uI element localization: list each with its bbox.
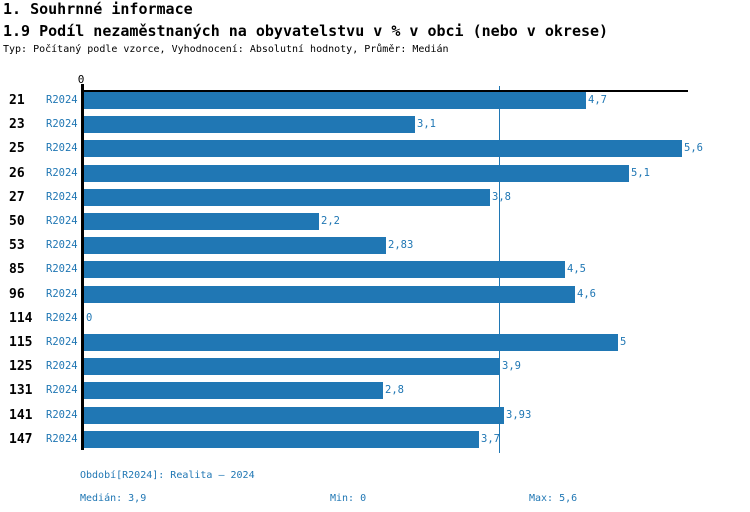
bar bbox=[84, 92, 586, 109]
bar bbox=[84, 407, 504, 424]
row-series-label: R2024 bbox=[46, 263, 78, 275]
x-axis-zero-tick-label: 0 bbox=[77, 73, 85, 86]
bar bbox=[84, 189, 490, 206]
bar bbox=[84, 286, 575, 303]
bar-value-label: 4,6 bbox=[577, 288, 596, 300]
bar bbox=[84, 140, 682, 157]
bar-value-label: 3,7 bbox=[481, 433, 500, 445]
section-title: 1. Souhrnné informace bbox=[3, 0, 193, 18]
row-series-label: R2024 bbox=[46, 288, 78, 300]
row-series-label: R2024 bbox=[46, 142, 78, 154]
row-series-label: R2024 bbox=[46, 167, 78, 179]
bar-value-label: 2,2 bbox=[321, 215, 340, 227]
row-series-label: R2024 bbox=[46, 336, 78, 348]
row-series-label: R2024 bbox=[46, 191, 78, 203]
row-category-label: 131 bbox=[9, 383, 33, 398]
bar-value-label: 4,7 bbox=[588, 94, 607, 106]
bar-value-label: 3,8 bbox=[492, 191, 511, 203]
row-category-label: 50 bbox=[9, 214, 25, 229]
row-series-label: R2024 bbox=[46, 433, 78, 445]
bar bbox=[84, 431, 479, 448]
bar bbox=[84, 358, 500, 375]
row-category-label: 115 bbox=[9, 335, 33, 350]
row-category-label: 21 bbox=[9, 93, 25, 108]
row-category-label: 26 bbox=[9, 166, 25, 181]
bar bbox=[84, 334, 618, 351]
row-category-label: 114 bbox=[9, 311, 33, 326]
median-summary-label: Medián: 3,9 bbox=[80, 493, 147, 504]
row-category-label: 53 bbox=[9, 238, 25, 253]
x-axis-line bbox=[81, 90, 688, 92]
bar-value-label: 4,5 bbox=[567, 263, 586, 275]
row-series-label: R2024 bbox=[46, 409, 78, 421]
row-category-label: 96 bbox=[9, 287, 25, 302]
row-category-label: 147 bbox=[9, 432, 33, 447]
row-category-label: 25 bbox=[9, 141, 25, 156]
bar bbox=[84, 213, 319, 230]
chart-meta-line: Typ: Počítaný podle vzorce, Vyhodnocení:… bbox=[3, 44, 449, 55]
row-category-label: 85 bbox=[9, 262, 25, 277]
row-series-label: R2024 bbox=[46, 118, 78, 130]
bar bbox=[84, 116, 415, 133]
period-label: Období[R2024]: Realita – 2024 bbox=[80, 470, 255, 481]
bar-value-label: 2,8 bbox=[385, 384, 404, 396]
bar-value-label: 3,9 bbox=[502, 360, 521, 372]
row-series-label: R2024 bbox=[46, 94, 78, 106]
max-summary-label: Max: 5,6 bbox=[529, 493, 578, 504]
row-series-label: R2024 bbox=[46, 312, 78, 324]
bar-value-label: 3,1 bbox=[417, 118, 436, 130]
y-axis-line bbox=[81, 84, 84, 450]
row-series-label: R2024 bbox=[46, 215, 78, 227]
bar bbox=[84, 382, 383, 399]
row-series-label: R2024 bbox=[46, 360, 78, 372]
bar bbox=[84, 237, 386, 254]
bar-value-label: 5 bbox=[620, 336, 627, 348]
row-category-label: 141 bbox=[9, 408, 33, 423]
row-category-label: 23 bbox=[9, 117, 25, 132]
chart-title: 1.9 Podíl nezaměstnaných na obyvatelstvu… bbox=[3, 22, 609, 40]
bar bbox=[84, 165, 629, 182]
row-category-label: 125 bbox=[9, 359, 33, 374]
row-series-label: R2024 bbox=[46, 239, 78, 251]
bar-value-label: 3,93 bbox=[506, 409, 532, 421]
row-series-label: R2024 bbox=[46, 384, 78, 396]
bar-value-label: 2,83 bbox=[388, 239, 414, 251]
min-summary-label: Min: 0 bbox=[330, 493, 367, 504]
row-category-label: 27 bbox=[9, 190, 25, 205]
bar-value-label: 0 bbox=[86, 312, 93, 324]
bar-value-label: 5,6 bbox=[684, 142, 703, 154]
bar-value-label: 5,1 bbox=[631, 167, 650, 179]
bar bbox=[84, 261, 565, 278]
